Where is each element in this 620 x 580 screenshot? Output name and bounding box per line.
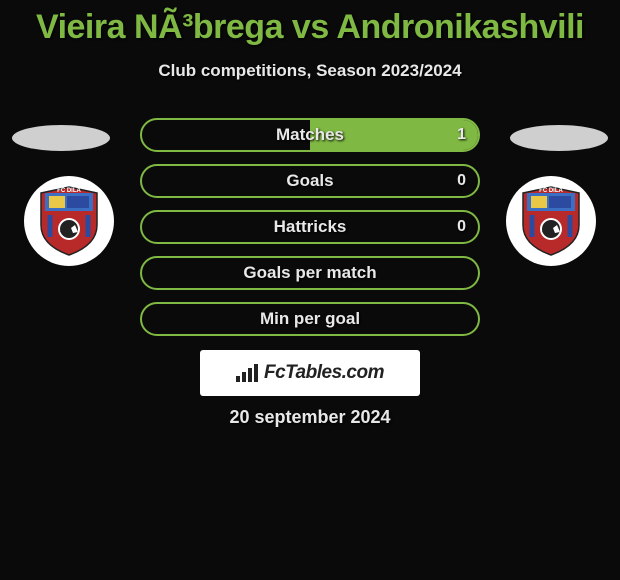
svg-text:FC DILA: FC DILA	[539, 188, 563, 194]
shield-icon: FC DILA	[37, 185, 101, 257]
stat-label: Goals	[142, 171, 478, 191]
stat-row: Min per goal	[140, 302, 480, 336]
stat-value-right: 1	[457, 126, 466, 144]
shield-icon: FC DILA	[519, 185, 583, 257]
stat-label: Goals per match	[142, 263, 478, 283]
bar-chart-icon	[236, 364, 258, 382]
stat-row: Hattricks0	[140, 210, 480, 244]
fctables-logo: FcTables.com	[200, 350, 420, 396]
player-right-avatar-placeholder	[510, 125, 608, 151]
club-badge-left: FC DILA	[24, 176, 114, 266]
stat-row: Goals0	[140, 164, 480, 198]
player-left-avatar-placeholder	[12, 125, 110, 151]
stat-label: Matches	[142, 125, 478, 145]
stats-container: Matches1Goals0Hattricks0Goals per matchM…	[140, 118, 480, 348]
stat-label: Hattricks	[142, 217, 478, 237]
stat-value-right: 0	[457, 218, 466, 236]
stat-row: Goals per match	[140, 256, 480, 290]
season-subtitle: Club competitions, Season 2023/2024	[0, 61, 620, 81]
svg-text:FC DILA: FC DILA	[57, 188, 81, 194]
stat-value-right: 0	[457, 172, 466, 190]
club-badge-right: FC DILA	[506, 176, 596, 266]
stat-label: Min per goal	[142, 309, 478, 329]
stat-row: Matches1	[140, 118, 480, 152]
logo-text: FcTables.com	[264, 362, 384, 384]
page-title: Vieira NÃ³brega vs Andronikashvili	[0, 0, 620, 47]
date-label: 20 september 2024	[0, 407, 620, 428]
